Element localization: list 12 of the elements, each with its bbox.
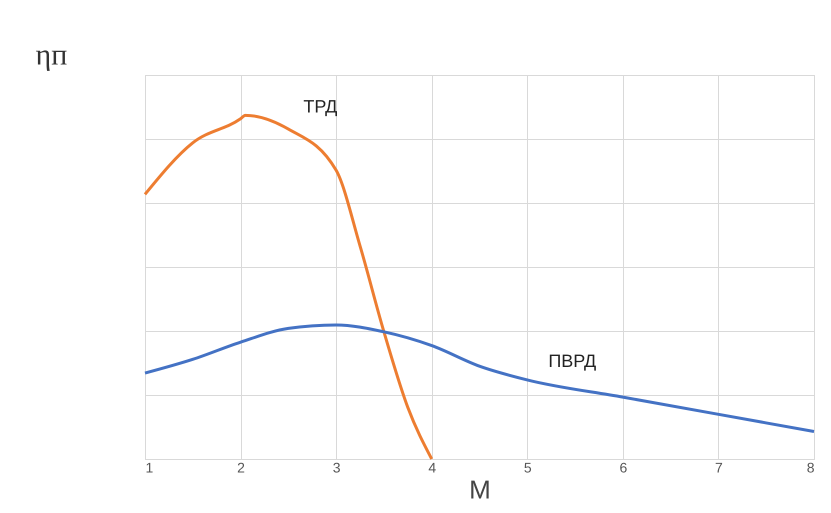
x-axis-title: M <box>469 474 491 504</box>
x-tick-label: 6 <box>619 460 628 476</box>
x-tick-label: 7 <box>715 460 724 476</box>
series-label: ТРД <box>303 96 338 116</box>
x-tick-label: 1 <box>146 460 154 476</box>
x-tick-label: 8 <box>806 460 815 476</box>
x-tick-label: 3 <box>332 460 341 476</box>
x-tick-label: 2 <box>237 460 246 476</box>
y-axis-title: ηп <box>36 38 68 72</box>
x-tick-label: 5 <box>524 460 532 476</box>
x-tick-label: 4 <box>428 460 436 476</box>
series-label: ПВРД <box>548 350 596 371</box>
